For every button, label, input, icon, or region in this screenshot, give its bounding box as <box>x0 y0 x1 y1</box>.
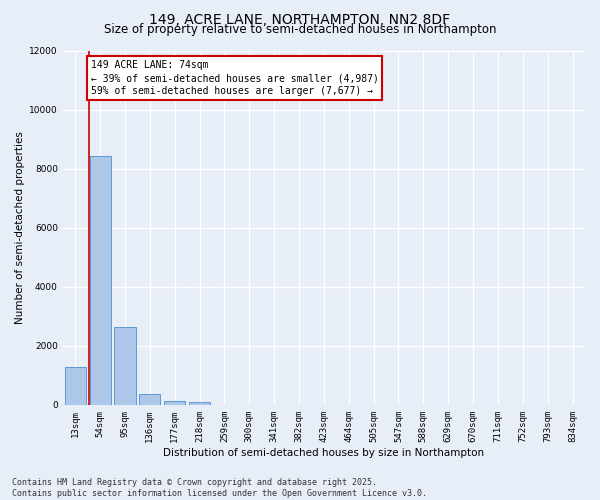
Bar <box>139 394 160 405</box>
Bar <box>164 401 185 405</box>
Text: Size of property relative to semi-detached houses in Northampton: Size of property relative to semi-detach… <box>104 22 496 36</box>
Bar <box>115 326 136 405</box>
Text: 149, ACRE LANE, NORTHAMPTON, NN2 8DF: 149, ACRE LANE, NORTHAMPTON, NN2 8DF <box>149 12 451 26</box>
Text: Contains HM Land Registry data © Crown copyright and database right 2025.
Contai: Contains HM Land Registry data © Crown c… <box>12 478 427 498</box>
Y-axis label: Number of semi-detached properties: Number of semi-detached properties <box>15 132 25 324</box>
Bar <box>65 366 86 405</box>
Text: 149 ACRE LANE: 74sqm
← 39% of semi-detached houses are smaller (4,987)
59% of se: 149 ACRE LANE: 74sqm ← 39% of semi-detac… <box>91 60 379 96</box>
Bar <box>189 402 210 405</box>
Bar <box>89 156 110 405</box>
X-axis label: Distribution of semi-detached houses by size in Northampton: Distribution of semi-detached houses by … <box>163 448 484 458</box>
